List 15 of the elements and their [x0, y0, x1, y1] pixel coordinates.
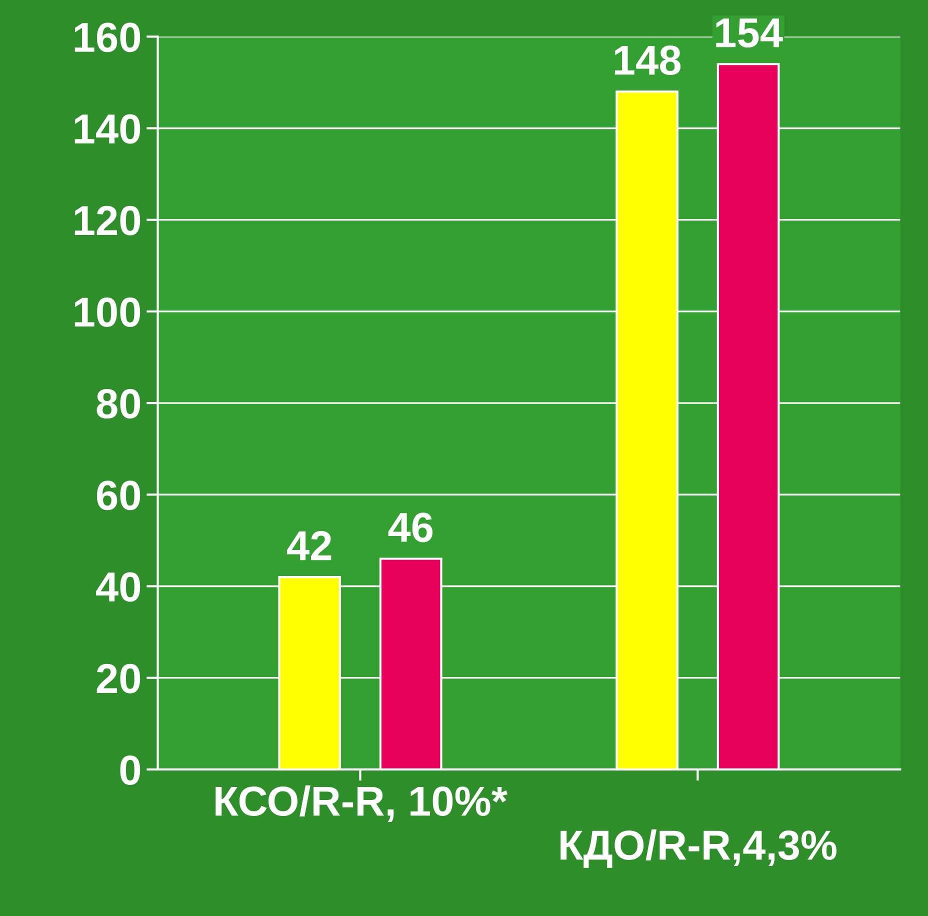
- x-tick-label: КДО/R-R,4,3%: [560, 829, 836, 868]
- data-label: 148: [614, 46, 681, 76]
- data-label: 154: [716, 18, 783, 48]
- y-tick-label: 60: [96, 480, 140, 510]
- y-tick-label: 120: [74, 206, 140, 236]
- data-label: 46: [388, 512, 433, 542]
- y-tick-label: 40: [96, 572, 140, 602]
- x-tick-label: КСО/R-R, 10%*: [216, 785, 508, 822]
- y-tick-label: 160: [74, 22, 140, 52]
- y-tick-label: 0: [120, 755, 140, 785]
- y-tick-label: 80: [96, 389, 140, 419]
- y-tick-label: 140: [74, 114, 140, 144]
- data-label: 42: [287, 531, 332, 560]
- y-tick-label: 20: [96, 664, 140, 694]
- y-tick-label: 100: [74, 297, 140, 327]
